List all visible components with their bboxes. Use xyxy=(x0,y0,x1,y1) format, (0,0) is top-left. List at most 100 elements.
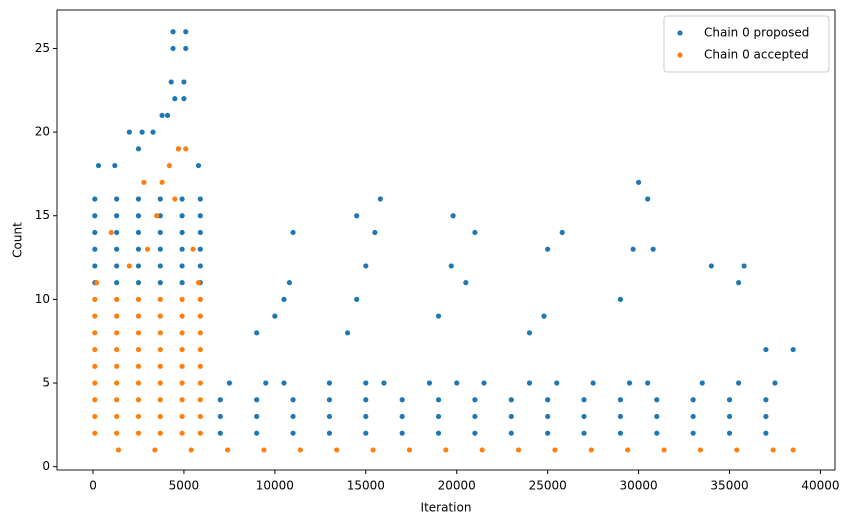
point xyxy=(135,213,142,219)
point xyxy=(617,430,624,436)
point xyxy=(135,413,142,420)
point xyxy=(197,296,203,302)
point xyxy=(181,96,187,102)
point xyxy=(617,397,624,403)
point xyxy=(150,129,156,135)
plot-frame xyxy=(56,9,836,471)
point xyxy=(164,112,171,118)
point xyxy=(372,229,378,236)
point xyxy=(135,263,142,269)
point xyxy=(363,263,369,269)
point xyxy=(345,330,351,336)
point xyxy=(197,363,203,369)
point xyxy=(144,246,151,252)
y-tick-label: 15 xyxy=(35,208,50,222)
point xyxy=(450,213,456,219)
point xyxy=(126,263,132,269)
point xyxy=(545,430,551,436)
point xyxy=(114,196,120,202)
point xyxy=(650,246,656,252)
point xyxy=(197,380,203,386)
y-tick-label: 10 xyxy=(35,292,50,306)
point xyxy=(217,413,223,420)
point xyxy=(697,447,704,453)
point xyxy=(195,280,202,286)
legend-box xyxy=(663,15,830,73)
point xyxy=(772,380,778,386)
point xyxy=(170,29,176,35)
point xyxy=(135,146,142,152)
point xyxy=(526,380,533,386)
point xyxy=(157,430,163,436)
point xyxy=(472,413,478,420)
point xyxy=(790,346,796,353)
point xyxy=(741,263,747,269)
point xyxy=(630,246,636,252)
point xyxy=(135,246,142,252)
point xyxy=(617,296,624,302)
point xyxy=(690,397,696,403)
point xyxy=(92,413,98,420)
point xyxy=(166,162,172,169)
point xyxy=(654,430,660,436)
point xyxy=(545,246,551,252)
point xyxy=(708,263,714,269)
point xyxy=(290,430,296,436)
point xyxy=(92,229,98,236)
x-tick-label: 40000 xyxy=(801,479,839,493)
point xyxy=(726,397,733,403)
point xyxy=(617,413,624,420)
point xyxy=(114,330,120,336)
point xyxy=(435,397,442,403)
point xyxy=(625,447,631,453)
point xyxy=(159,179,165,185)
point xyxy=(545,397,551,403)
point xyxy=(179,229,185,236)
point xyxy=(190,246,196,252)
point xyxy=(334,447,340,453)
point xyxy=(515,447,522,453)
point xyxy=(645,380,651,386)
x-tick-label: 0 xyxy=(89,479,97,493)
point xyxy=(114,397,120,403)
point xyxy=(179,330,185,336)
point xyxy=(399,397,405,403)
point xyxy=(472,430,478,436)
point xyxy=(115,447,122,453)
point xyxy=(179,296,185,302)
point xyxy=(454,380,460,386)
point xyxy=(135,196,142,202)
x-tick-label: 20000 xyxy=(438,479,476,493)
point xyxy=(377,196,383,202)
point xyxy=(179,196,185,202)
x-tick-label: 30000 xyxy=(619,479,657,493)
point xyxy=(92,296,98,302)
point xyxy=(157,229,163,236)
point xyxy=(699,380,705,386)
point xyxy=(95,162,102,169)
point xyxy=(217,430,223,436)
legend-label: Chain 0 proposed xyxy=(704,26,809,40)
point xyxy=(175,146,182,152)
point xyxy=(272,313,278,319)
point xyxy=(290,229,296,236)
point xyxy=(654,413,660,420)
point xyxy=(179,363,185,369)
x-axis-label: Iteration xyxy=(421,501,472,515)
point xyxy=(181,79,187,85)
point xyxy=(626,380,633,386)
point xyxy=(157,330,163,336)
point xyxy=(183,45,189,52)
point xyxy=(114,229,120,236)
point xyxy=(645,196,651,202)
y-tick-label: 5 xyxy=(42,376,50,390)
point xyxy=(92,346,98,353)
point xyxy=(197,246,203,252)
x-tick-label: 10000 xyxy=(256,479,294,493)
y-tick-label: 25 xyxy=(35,41,50,55)
point xyxy=(399,413,405,420)
point xyxy=(226,380,233,386)
point xyxy=(326,413,333,420)
point xyxy=(126,129,132,135)
